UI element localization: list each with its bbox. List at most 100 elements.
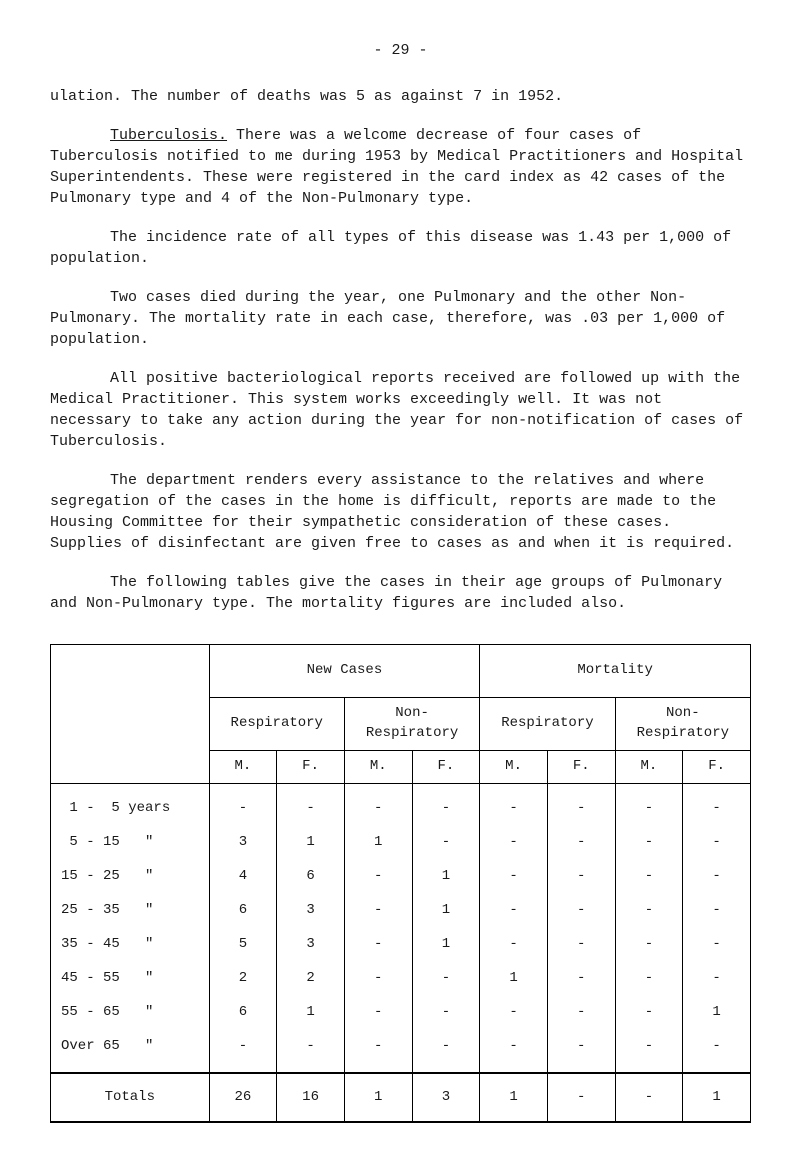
cell: - bbox=[209, 1030, 277, 1073]
cell: 2 bbox=[209, 962, 277, 996]
cell: - bbox=[615, 962, 683, 996]
paragraph-6: The department renders every assistance … bbox=[50, 470, 751, 554]
cell: 1 bbox=[277, 826, 345, 860]
cell: - bbox=[209, 783, 277, 826]
row-label: 45 - 55 " bbox=[51, 962, 210, 996]
cell: - bbox=[344, 962, 412, 996]
paragraph-5: All positive bacteriological reports rec… bbox=[50, 368, 751, 452]
total-cell: 26 bbox=[209, 1073, 277, 1123]
cell: - bbox=[547, 996, 615, 1030]
header-mortality: Mortality bbox=[480, 645, 751, 698]
total-cell: - bbox=[615, 1073, 683, 1123]
col-m-4: M. bbox=[615, 751, 683, 784]
total-cell: - bbox=[547, 1073, 615, 1123]
row-label: Over 65 " bbox=[51, 1030, 210, 1073]
cell: 2 bbox=[277, 962, 345, 996]
col-f-4: F. bbox=[683, 751, 751, 784]
blank-header-cell bbox=[51, 645, 210, 784]
cell: - bbox=[344, 783, 412, 826]
cell: 1 bbox=[412, 894, 480, 928]
table-row: 1 - 5 years - - - - - - - - bbox=[51, 783, 751, 826]
total-cell: 16 bbox=[277, 1073, 345, 1123]
cell: - bbox=[480, 1030, 548, 1073]
cell: - bbox=[683, 1030, 751, 1073]
table-row: 5 - 15 " 3 1 1 - - - - - bbox=[51, 826, 751, 860]
col-f-2: F. bbox=[412, 751, 480, 784]
total-cell: 1 bbox=[480, 1073, 548, 1123]
totals-label: Totals bbox=[51, 1073, 210, 1123]
cell: - bbox=[344, 928, 412, 962]
header-non-respiratory-2: Non- Respiratory bbox=[615, 698, 750, 751]
page-number: - 29 - bbox=[50, 40, 751, 61]
cell: 1 bbox=[480, 962, 548, 996]
table-row: Over 65 " - - - - - - - - bbox=[51, 1030, 751, 1073]
col-m-1: M. bbox=[209, 751, 277, 784]
paragraph-4: Two cases died during the year, one Pulm… bbox=[50, 287, 751, 350]
cell: 1 bbox=[344, 826, 412, 860]
cell: 3 bbox=[209, 826, 277, 860]
paragraph-2: Tuberculosis. There was a welcome decrea… bbox=[50, 125, 751, 209]
row-label: 15 - 25 " bbox=[51, 860, 210, 894]
cell: - bbox=[683, 826, 751, 860]
tuberculosis-label: Tuberculosis. bbox=[110, 127, 227, 144]
cell: 3 bbox=[277, 928, 345, 962]
cell: - bbox=[615, 826, 683, 860]
col-m-3: M. bbox=[480, 751, 548, 784]
cell: - bbox=[615, 928, 683, 962]
cell: - bbox=[547, 962, 615, 996]
row-label: 5 - 15 " bbox=[51, 826, 210, 860]
cell: - bbox=[480, 894, 548, 928]
cell: 3 bbox=[277, 894, 345, 928]
table-row: 15 - 25 " 4 6 - 1 - - - - bbox=[51, 860, 751, 894]
paragraph-3: The incidence rate of all types of this … bbox=[50, 227, 751, 269]
row-label: 1 - 5 years bbox=[51, 783, 210, 826]
cell: 6 bbox=[277, 860, 345, 894]
cell: 6 bbox=[209, 894, 277, 928]
cell: - bbox=[412, 783, 480, 826]
total-cell: 1 bbox=[344, 1073, 412, 1123]
header-non-respiratory-1: Non- Respiratory bbox=[344, 698, 479, 751]
cell: - bbox=[683, 783, 751, 826]
header-respiratory-1: Respiratory bbox=[209, 698, 344, 751]
table-row: 55 - 65 " 6 1 - - - - - 1 bbox=[51, 996, 751, 1030]
row-label: 55 - 65 " bbox=[51, 996, 210, 1030]
cell: - bbox=[547, 860, 615, 894]
cases-mortality-table: New Cases Mortality Respiratory Non- Res… bbox=[50, 644, 751, 1123]
cell: - bbox=[277, 1030, 345, 1073]
cell: - bbox=[615, 996, 683, 1030]
cell: - bbox=[683, 928, 751, 962]
cell: - bbox=[683, 860, 751, 894]
cell: - bbox=[344, 860, 412, 894]
col-m-2: M. bbox=[344, 751, 412, 784]
row-label: 35 - 45 " bbox=[51, 928, 210, 962]
cell: 5 bbox=[209, 928, 277, 962]
header-new-cases: New Cases bbox=[209, 645, 480, 698]
cell: - bbox=[480, 860, 548, 894]
cell: - bbox=[615, 894, 683, 928]
cell: 1 bbox=[412, 928, 480, 962]
cell: - bbox=[615, 1030, 683, 1073]
cell: - bbox=[480, 996, 548, 1030]
cell: - bbox=[344, 894, 412, 928]
p1-pre: ulation. bbox=[50, 88, 122, 105]
paragraph-1: ulation. The number of deaths was 5 as a… bbox=[50, 86, 751, 107]
cell: - bbox=[412, 962, 480, 996]
row-label: 25 - 35 " bbox=[51, 894, 210, 928]
cell: - bbox=[480, 826, 548, 860]
cell: - bbox=[480, 783, 548, 826]
cell: 1 bbox=[277, 996, 345, 1030]
cell: - bbox=[615, 783, 683, 826]
cell: - bbox=[547, 928, 615, 962]
totals-row: Totals 26 16 1 3 1 - - 1 bbox=[51, 1073, 751, 1123]
cell: - bbox=[412, 996, 480, 1030]
cell: 1 bbox=[683, 996, 751, 1030]
p1-rest: The number of deaths was 5 as against 7 … bbox=[122, 88, 563, 105]
header-respiratory-2: Respiratory bbox=[480, 698, 615, 751]
cell: - bbox=[412, 1030, 480, 1073]
cell: - bbox=[547, 1030, 615, 1073]
paragraph-7: The following tables give the cases in t… bbox=[50, 572, 751, 614]
table-row: 25 - 35 " 6 3 - 1 - - - - bbox=[51, 894, 751, 928]
cell: - bbox=[547, 783, 615, 826]
cell: 1 bbox=[412, 860, 480, 894]
col-f-3: F. bbox=[547, 751, 615, 784]
